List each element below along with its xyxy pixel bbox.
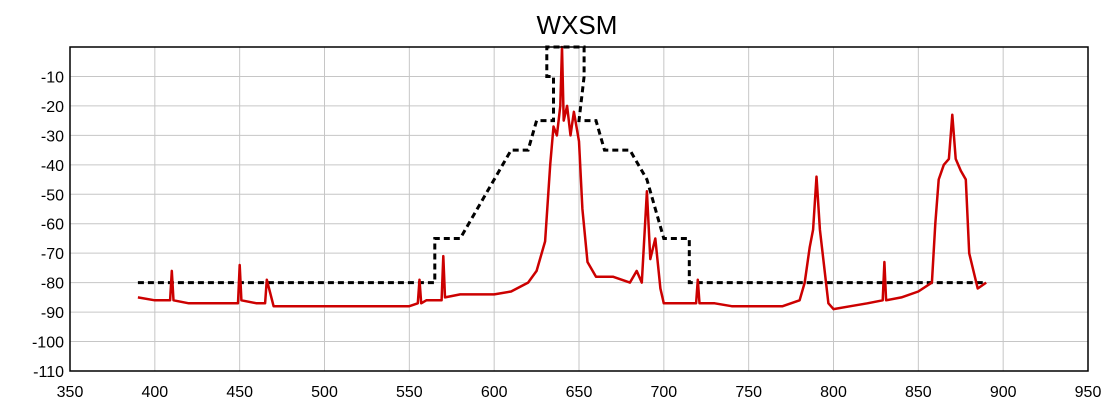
x-tick-label: 950 xyxy=(1075,384,1102,401)
x-tick-label: 700 xyxy=(650,384,677,401)
plot-frame xyxy=(69,46,1089,372)
y-tick-label: -100 xyxy=(32,335,64,352)
y-tick-label: -10 xyxy=(41,69,64,86)
x-tick-label: 350 xyxy=(57,384,84,401)
y-tick-label: -110 xyxy=(33,364,64,381)
chart-title: WXSM xyxy=(537,10,618,40)
x-tick-label: 750 xyxy=(735,384,762,401)
x-tick-label: 450 xyxy=(226,384,253,401)
x-tick-label: 500 xyxy=(311,384,338,401)
spectrum-series-line xyxy=(137,45,987,311)
y-tick-label: -70 xyxy=(41,246,64,263)
y-tick-label: -60 xyxy=(41,217,64,234)
x-tick-label: 550 xyxy=(396,384,423,401)
y-tick-label: -20 xyxy=(41,99,64,116)
y-tick-label: -80 xyxy=(41,276,64,293)
x-tick-label: 800 xyxy=(820,384,847,401)
series-group xyxy=(137,45,987,311)
x-axis: 350 400 450 500 550 600 650 700 750 800 850 900 950 xyxy=(57,384,1102,401)
x-tick-label: 400 xyxy=(141,384,168,401)
x-tick-label: 850 xyxy=(905,384,932,401)
x-tick-label: 900 xyxy=(990,384,1017,401)
x-tick-label: 600 xyxy=(481,384,508,401)
y-tick-label: -90 xyxy=(41,305,64,322)
y-tick-label: -30 xyxy=(41,128,64,145)
y-axis: -10 -20 -30 -40 -50 -60 -70 -80 -90 -100 -110 xyxy=(32,69,64,381)
x-tick-label: 650 xyxy=(566,384,593,401)
y-tick-label: -40 xyxy=(41,158,64,175)
y-tick-label: -50 xyxy=(41,187,64,204)
